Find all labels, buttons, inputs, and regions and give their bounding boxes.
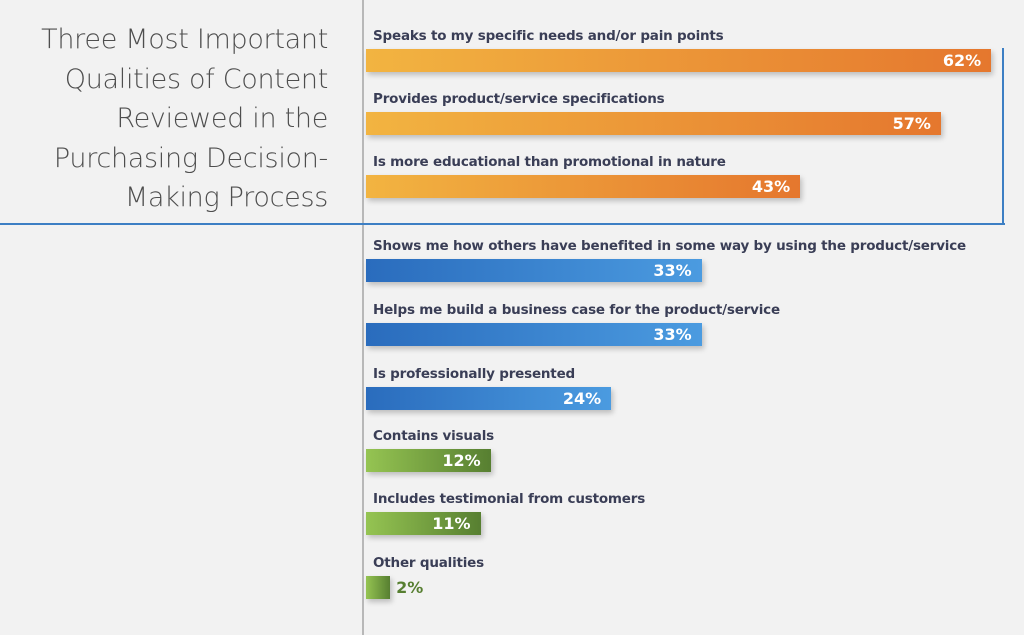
- bar: [366, 49, 992, 72]
- vertical-divider: [362, 0, 364, 635]
- bar: [366, 323, 702, 346]
- data-label: 12%: [442, 451, 481, 470]
- highlight-frame-bottom: [0, 223, 1005, 225]
- bar: [366, 387, 612, 410]
- bar: [366, 576, 391, 599]
- bar: [366, 449, 491, 472]
- data-label: 2%: [396, 578, 424, 597]
- chart-title: Three Most Important Qualities of Conten…: [0, 20, 328, 218]
- category-label: Contains visuals: [373, 428, 494, 444]
- data-label: 24%: [562, 389, 602, 408]
- highlight-frame-right: [1002, 48, 1004, 225]
- data-label: 43%: [751, 177, 791, 196]
- data-label: 33%: [653, 325, 692, 344]
- bar: [366, 175, 801, 198]
- category-label: Is more educational than promotional in …: [373, 154, 726, 170]
- title-line: Qualities of Content: [64, 63, 329, 95]
- bar: [366, 259, 702, 282]
- category-label: Other qualities: [373, 555, 484, 571]
- category-label: Helps me build a business case for the p…: [373, 302, 780, 318]
- data-label: 33%: [653, 261, 692, 280]
- category-label: Speaks to my specific needs and/or pain …: [373, 28, 724, 44]
- bar: [366, 112, 941, 135]
- data-label: 11%: [432, 514, 471, 533]
- title-line: Purchasing Decision-: [53, 142, 328, 174]
- category-label: Is professionally presented: [373, 366, 575, 382]
- title-line: Making Process: [124, 182, 328, 213]
- bar: [366, 512, 481, 535]
- category-label: Shows me how others have benefited in so…: [373, 238, 966, 254]
- category-label: Includes testimonial from customers: [373, 491, 646, 507]
- data-label: 62%: [942, 51, 982, 70]
- category-label: Provides product/service specifications: [373, 91, 665, 107]
- title-line: Reviewed in the: [116, 103, 328, 134]
- title-line: Three Most Important: [41, 24, 328, 55]
- data-label: 57%: [892, 114, 931, 133]
